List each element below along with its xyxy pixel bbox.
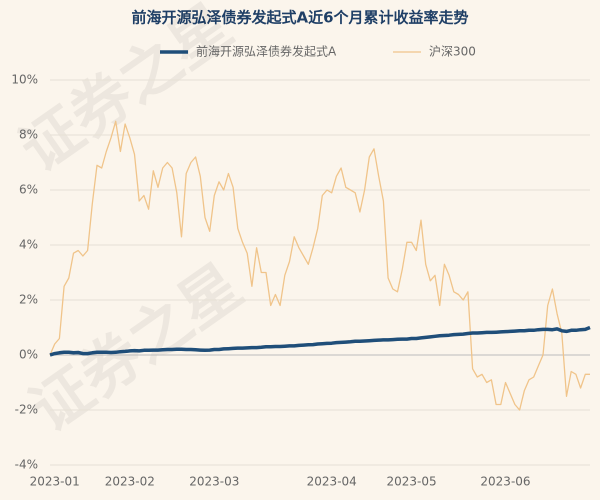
x-tick-label: 2023-01 (30, 475, 80, 489)
series-line (49, 325, 591, 357)
y-tick-label: 4% (19, 238, 38, 252)
series-line (49, 120, 590, 411)
watermark: 证券之星 (8, 0, 245, 186)
y-tick-label: 2% (19, 293, 38, 307)
y-tick-label: 6% (19, 183, 38, 197)
y-tick-label: 0% (19, 348, 38, 362)
legend-label: 沪深300 (429, 45, 476, 59)
y-tick-label: 10% (11, 73, 38, 87)
x-tick-label: 2023-02 (105, 475, 155, 489)
legend-label: 前海开源弘泽债券发起式A (196, 44, 337, 59)
x-tick-label: 2023-03 (189, 475, 239, 489)
y-tick-label: -2% (15, 403, 38, 417)
chart-title: 前海开源弘泽债券发起式A近6个月累计收益率走势 (131, 9, 468, 27)
y-tick-label: 8% (19, 128, 38, 142)
x-tick-label: 2023-06 (480, 475, 530, 489)
x-tick-label: 2023-05 (386, 475, 436, 489)
x-tick-label: 2023-04 (307, 475, 357, 489)
y-tick-label: -4% (15, 458, 38, 472)
